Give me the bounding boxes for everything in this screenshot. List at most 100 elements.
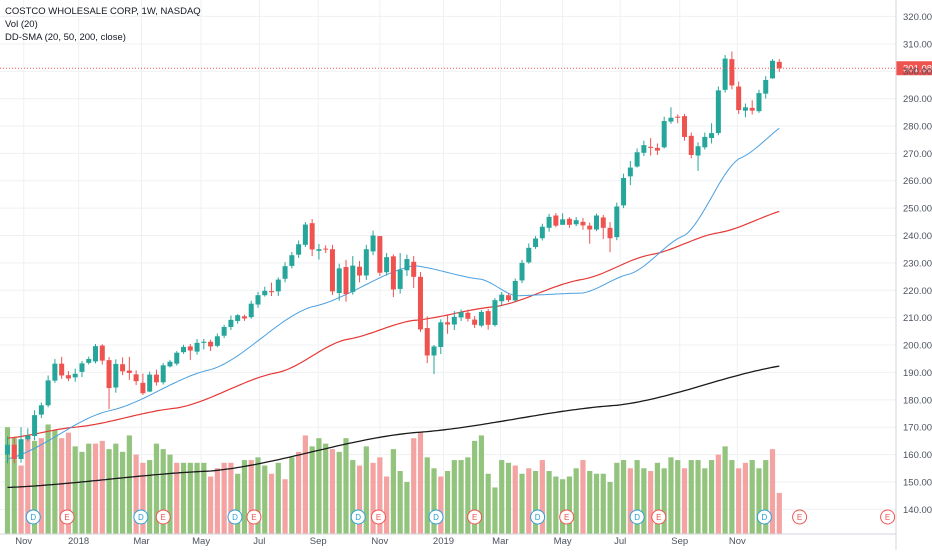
candle-body [776,61,782,69]
volume-bar [187,462,193,534]
candle-body [52,363,58,381]
candle-body [458,312,464,318]
candle-body [593,215,599,230]
volume-bar [52,429,58,534]
volume-bar [641,468,647,534]
candle-body [749,107,755,111]
candle-body [695,146,701,156]
earnings-marker [880,509,896,525]
y-tick-label: 290.00 [903,94,932,105]
volume-bar [99,440,105,534]
candle-body [181,346,187,353]
legend-volume: Vol (20) [5,19,38,30]
candle-body [316,249,322,251]
earnings-marker [59,509,75,525]
volume-bar [417,432,424,534]
y-tick-label: 200.00 [903,341,932,352]
volume-bar [465,457,471,534]
candle-body [722,58,728,90]
volume-bar [681,468,688,534]
candle-body [228,319,234,327]
volume-bar [675,460,681,534]
x-tick-label: Mar [133,536,149,547]
volume-bar [742,462,749,534]
x-tick-label: Sep [310,536,327,547]
candle-body [417,276,423,330]
last-price-label: 301.08 [903,64,932,75]
candle-body [587,225,593,230]
candle-body [269,291,275,293]
candle-body [262,290,268,296]
volume-bar [248,460,254,534]
volume-bar [302,435,308,534]
volume-bar [695,460,701,534]
event-label: D [535,513,541,522]
candle-body [5,444,10,455]
volume-bar [262,465,268,534]
volume-bar [316,438,322,534]
candle-body [424,328,430,356]
dividend-marker [428,509,444,525]
volume-bar [79,451,85,534]
volume-bar [119,451,126,534]
candle-body [431,346,437,356]
candle-body [38,405,44,415]
volume-bar [708,460,715,534]
y-tick-label: 170.00 [903,423,932,434]
volume-bar [634,460,640,534]
volume-bar [532,471,539,534]
volume-bar [573,468,579,534]
volume-bar [749,460,755,534]
candle-body [702,136,708,148]
dividend-marker [530,509,546,525]
candle-body [770,60,776,79]
volume-bar [553,476,559,534]
candle-body [65,375,71,379]
volume-bar [492,487,498,534]
candle-body [377,236,383,273]
volume-bar [661,468,667,534]
volume-bar [512,465,518,534]
y-tick-label: 210.00 [903,313,932,324]
volume-bar [282,479,288,534]
volume-bar [444,471,451,534]
candle-body [86,359,92,363]
candle-body [661,121,667,148]
candle-body [99,345,105,361]
y-tick-label: 150.00 [903,477,932,488]
candle-body [600,217,606,228]
candle-body [350,265,356,292]
volume-bar [485,473,491,534]
candle-body [641,145,647,153]
volume-bar [539,460,545,534]
volume-bar [519,473,525,534]
volume-bar [160,449,166,534]
candle-body [93,346,99,362]
event-label: D [634,513,640,522]
candle-body [160,365,166,383]
volume-bar [580,460,586,534]
earnings-marker [467,509,483,525]
candle-body [742,107,748,111]
y-tick-label: 320.00 [903,12,932,23]
volume-bar [384,476,390,534]
volume-bar [546,471,552,534]
volume-bar [153,443,160,534]
candle-body [248,303,254,318]
volume-bar [668,457,674,534]
volume-bar [377,457,383,534]
volume-bar [133,454,139,534]
volume-bar [59,438,65,534]
volume-bar [350,460,356,534]
candle-body [201,341,207,343]
volume-bar [654,462,661,534]
volume-bar [756,468,762,534]
volume-bar [268,473,275,534]
candle-body [235,315,241,321]
candle-body [729,59,735,86]
sma-200-line [7,365,780,489]
volume-bar [72,446,78,534]
event-label: E [64,513,69,522]
